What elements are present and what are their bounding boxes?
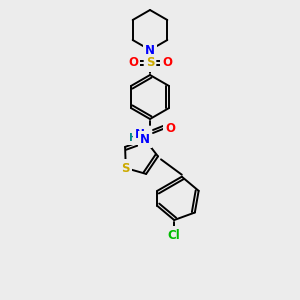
Text: O: O [162, 56, 172, 70]
Text: S: S [122, 162, 130, 175]
Text: Cl: Cl [168, 229, 181, 242]
Text: N: N [135, 128, 145, 140]
Text: S: S [146, 56, 154, 70]
Text: O: O [128, 56, 138, 70]
Text: O: O [165, 122, 175, 134]
Text: N: N [145, 44, 155, 56]
Text: H: H [129, 133, 137, 143]
Text: N: N [140, 133, 150, 146]
